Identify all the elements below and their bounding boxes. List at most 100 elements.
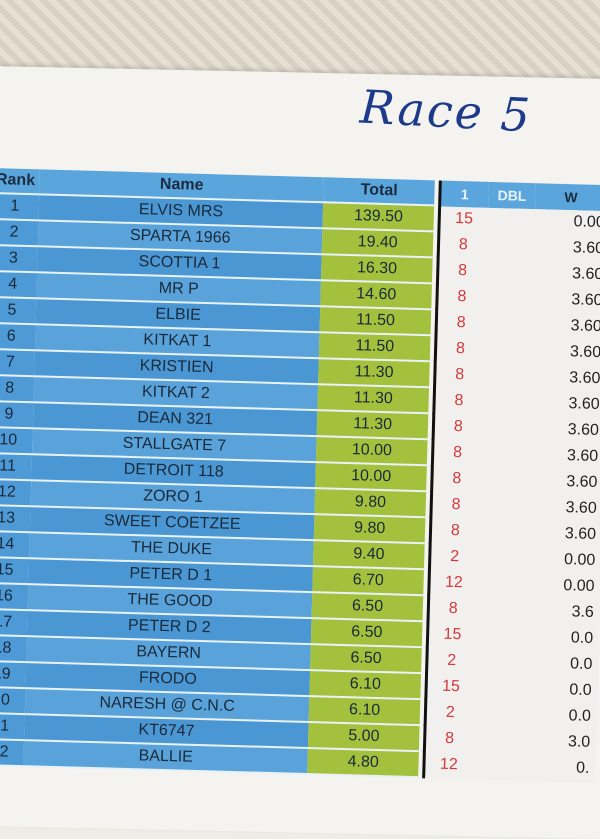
rank-cell: 19	[0, 660, 26, 689]
total-cell: 10.00	[316, 436, 428, 466]
w-cell: 3.60	[528, 416, 600, 445]
total-cell: 4.80	[307, 748, 419, 778]
w-cell: 0.0	[520, 701, 598, 731]
w-cell: 0.0	[523, 624, 600, 653]
bets-table: 1 DBL W 15 0.00 8 3.60 8 3.60 8 3.60 8 3.60 8 3.60 8…	[421, 180, 600, 784]
one-cell: 8	[435, 335, 485, 363]
one-cell: 12	[423, 751, 473, 779]
one-cell: 8	[434, 361, 484, 389]
w-cell: 3.60	[532, 286, 600, 315]
rank-cell: 12	[0, 478, 32, 507]
header-rank: Rank	[0, 168, 40, 195]
dbl-cell	[474, 674, 523, 702]
total-cell: 11.30	[317, 410, 429, 440]
w-cell: 3.0	[520, 727, 597, 757]
dbl-cell	[481, 414, 530, 443]
rank-cell: 7	[0, 348, 35, 377]
handwritten-race-title: Race 5	[358, 79, 534, 143]
rank-cell: 16	[0, 582, 29, 611]
one-cell: 8	[437, 257, 487, 285]
dbl-cell	[474, 648, 524, 677]
rank-cell: 10	[0, 426, 33, 455]
w-cell: 0.0	[522, 650, 599, 679]
header-w: W	[535, 183, 600, 212]
total-cell: 6.70	[312, 566, 424, 596]
total-cell: 11.30	[317, 384, 429, 414]
rank-cell: 6	[0, 322, 36, 351]
one-cell: 8	[433, 387, 483, 415]
one-cell: 12	[428, 569, 478, 597]
total-cell: 10.00	[315, 462, 427, 492]
rank-cell: 13	[0, 504, 31, 533]
total-cell: 16.30	[321, 254, 433, 284]
w-cell: 0.00	[524, 572, 600, 601]
total-cell: 11.50	[319, 306, 432, 336]
w-cell: 3.6	[523, 598, 600, 627]
table-row: 12 0.	[423, 751, 596, 783]
dbl-cell	[478, 518, 527, 547]
rank-cell: 8	[0, 374, 34, 403]
w-cell: 3.60	[526, 494, 600, 523]
rank-cell: 14	[0, 530, 30, 559]
total-cell: 19.40	[322, 228, 434, 258]
rank-cell: 11	[0, 452, 32, 481]
header-1: 1	[439, 180, 489, 208]
rank-cell: 22	[0, 738, 24, 767]
rank-cell: 20	[0, 686, 26, 715]
dbl-cell	[487, 207, 536, 235]
w-cell: 3.60	[533, 260, 600, 289]
rank-cell: 3	[0, 244, 38, 273]
dbl-cell	[486, 232, 535, 261]
w-cell: 3.60	[529, 390, 600, 419]
total-cell: 9.40	[313, 540, 425, 570]
one-cell: 2	[429, 543, 479, 571]
one-cell: 15	[425, 673, 475, 701]
rank-cell: 18	[0, 634, 27, 663]
total-cell: 6.10	[309, 670, 421, 700]
rank-cell: 2	[0, 218, 39, 247]
dbl-cell	[483, 336, 532, 365]
one-cell: 8	[430, 491, 480, 519]
dbl-cell	[477, 544, 526, 573]
w-cell: 0.00	[525, 546, 600, 575]
one-cell: 2	[424, 699, 475, 727]
one-cell: 15	[427, 621, 477, 649]
total-cell: 6.50	[310, 644, 422, 674]
total-cell: 139.50	[322, 202, 434, 232]
one-cell: 8	[432, 439, 482, 467]
tiled-background	[0, 0, 600, 80]
total-cell: 9.80	[314, 514, 426, 544]
dbl-cell	[482, 362, 531, 391]
dbl-cell	[471, 752, 521, 780]
w-cell: 3.60	[531, 312, 600, 341]
w-cell: 0.	[519, 753, 596, 783]
one-cell: 8	[435, 309, 486, 337]
dbl-cell	[476, 596, 525, 625]
one-cell: 8	[431, 465, 481, 493]
rank-cell: 4	[0, 270, 37, 299]
total-cell: 5.00	[308, 722, 420, 752]
total-cell: 11.50	[319, 332, 431, 362]
results-table: Rank Name Total 1 ELVIS MRS 139.50 2 SPARTA …	[0, 168, 435, 778]
dbl-cell	[484, 310, 533, 339]
dbl-cell	[475, 622, 524, 651]
w-cell: 0.0	[521, 676, 598, 705]
w-cell: 3.60	[530, 364, 600, 393]
header-total: Total	[323, 177, 435, 206]
dbl-cell	[472, 726, 521, 754]
rank-cell: 9	[0, 400, 34, 429]
one-cell: 8	[437, 231, 488, 259]
total-cell: 6.50	[311, 618, 423, 648]
w-cell: 3.60	[528, 442, 600, 471]
total-cell: 14.60	[320, 280, 432, 310]
one-cell: 2	[426, 647, 476, 675]
rank-cell: 21	[0, 712, 25, 741]
w-cell: 3.60	[530, 338, 600, 367]
dbl-cell	[482, 388, 531, 417]
dbl-cell	[485, 284, 534, 313]
w-cell: 3.60	[525, 520, 600, 549]
dbl-cell	[480, 440, 529, 469]
rank-cell: 5	[0, 296, 37, 325]
dbl-cell	[477, 570, 526, 599]
rank-cell: 15	[0, 556, 29, 585]
